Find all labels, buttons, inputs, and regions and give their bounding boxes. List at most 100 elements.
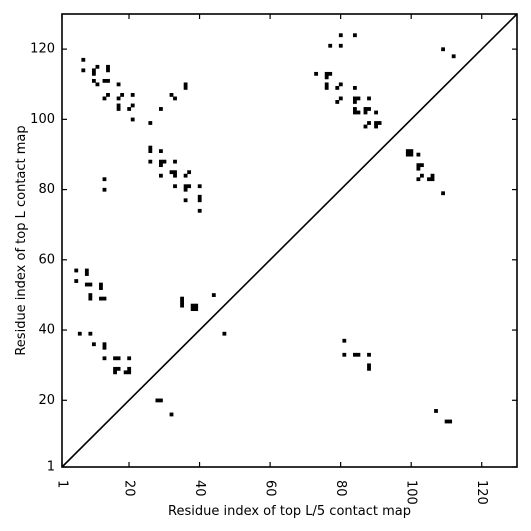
contact-point: [187, 170, 192, 175]
contact-point: [102, 78, 107, 83]
contact-point: [352, 352, 357, 357]
contact-point: [113, 356, 117, 361]
contact-point: [91, 68, 96, 73]
contact-point: [338, 82, 343, 87]
contact-point: [448, 419, 453, 424]
contact-point: [159, 107, 163, 111]
y-tick-label: 60: [38, 252, 55, 267]
contact-point: [127, 370, 132, 375]
contact-point: [405, 152, 410, 157]
contact-point: [84, 282, 89, 287]
x-tick-label: 1: [55, 480, 70, 488]
contact-point: [159, 398, 163, 403]
contact-point: [173, 173, 177, 178]
contact-point: [328, 71, 333, 76]
contact-point: [427, 177, 431, 182]
contact-point: [113, 370, 117, 375]
contact-point: [430, 177, 435, 182]
contact-point: [169, 93, 174, 97]
contact-point: [338, 33, 343, 38]
contact-point: [352, 110, 357, 115]
contact-point: [130, 93, 135, 97]
contact-point: [148, 121, 153, 125]
contact-point: [409, 149, 414, 154]
y-tick-label: 1: [47, 460, 55, 475]
contact-point: [116, 103, 121, 108]
contact-point: [88, 293, 93, 297]
contact-point: [324, 71, 329, 76]
contact-point: [183, 184, 188, 189]
contact-point: [183, 173, 188, 178]
contact-point: [88, 296, 93, 301]
contact-point: [324, 75, 329, 80]
contact-point: [197, 184, 202, 189]
contact-point: [180, 296, 184, 301]
contact-point: [328, 43, 333, 48]
contact-point: [159, 163, 163, 168]
contact-point: [194, 307, 199, 312]
contact-point: [342, 338, 347, 343]
contact-point: [74, 279, 79, 283]
contact-point: [169, 170, 174, 175]
contact-point: [451, 54, 456, 59]
y-tick-label: 40: [38, 323, 55, 338]
y-tick-label: 100: [30, 112, 55, 127]
contact-point: [352, 96, 357, 101]
contact-point: [416, 166, 421, 171]
contact-point: [183, 82, 188, 87]
contact-point: [374, 124, 378, 129]
contact-point: [106, 64, 110, 69]
contact-point: [409, 152, 414, 157]
contact-point: [130, 103, 135, 108]
x-tick-label: 80: [333, 480, 348, 497]
contact-point: [374, 110, 378, 115]
contact-point: [197, 198, 202, 203]
contact-point: [123, 370, 128, 375]
contact-point: [116, 366, 121, 371]
contact-point: [342, 352, 347, 357]
contact-point: [173, 170, 177, 175]
contact-point: [416, 152, 421, 157]
contact-point: [197, 194, 202, 199]
contact-point: [102, 177, 107, 182]
contact-point: [420, 163, 424, 168]
contact-point: [162, 159, 167, 164]
contact-point: [222, 331, 227, 336]
contact-point: [338, 96, 343, 101]
x-axis-ticks: 1 20 40 60 80 100 120: [55, 14, 489, 505]
contact-point: [159, 173, 163, 178]
contact-point: [356, 352, 361, 357]
contact-point: [367, 363, 371, 368]
contact-point: [352, 100, 357, 104]
contact-point: [102, 296, 107, 301]
contact-point: [91, 78, 96, 83]
contact-point: [180, 303, 184, 308]
contact-point: [173, 159, 177, 164]
contact-point: [77, 331, 82, 336]
contact-point: [352, 107, 357, 111]
x-tick-label: 40: [192, 480, 207, 497]
contact-point: [183, 198, 188, 203]
contact-point: [416, 163, 421, 168]
contact-point: [91, 342, 96, 347]
contact-point: [155, 398, 160, 403]
contact-point: [173, 184, 177, 189]
contact-point: [81, 68, 86, 73]
contact-point: [127, 366, 132, 371]
x-tick-label: 60: [263, 480, 278, 497]
contact-point: [102, 345, 107, 350]
y-tick-label: 80: [38, 182, 55, 197]
contact-point: [148, 149, 153, 154]
contact-point: [194, 303, 199, 308]
contact-point: [102, 187, 107, 192]
contact-point: [102, 96, 107, 101]
contact-point: [374, 121, 378, 125]
contact-point: [116, 82, 121, 87]
contact-point: [441, 47, 445, 52]
contact-point: [335, 85, 340, 90]
contact-point: [127, 356, 132, 361]
contact-point: [183, 85, 188, 90]
plot-frame: [61, 13, 518, 468]
contact-point: [377, 121, 382, 125]
x-tick-label: 120: [474, 480, 489, 505]
